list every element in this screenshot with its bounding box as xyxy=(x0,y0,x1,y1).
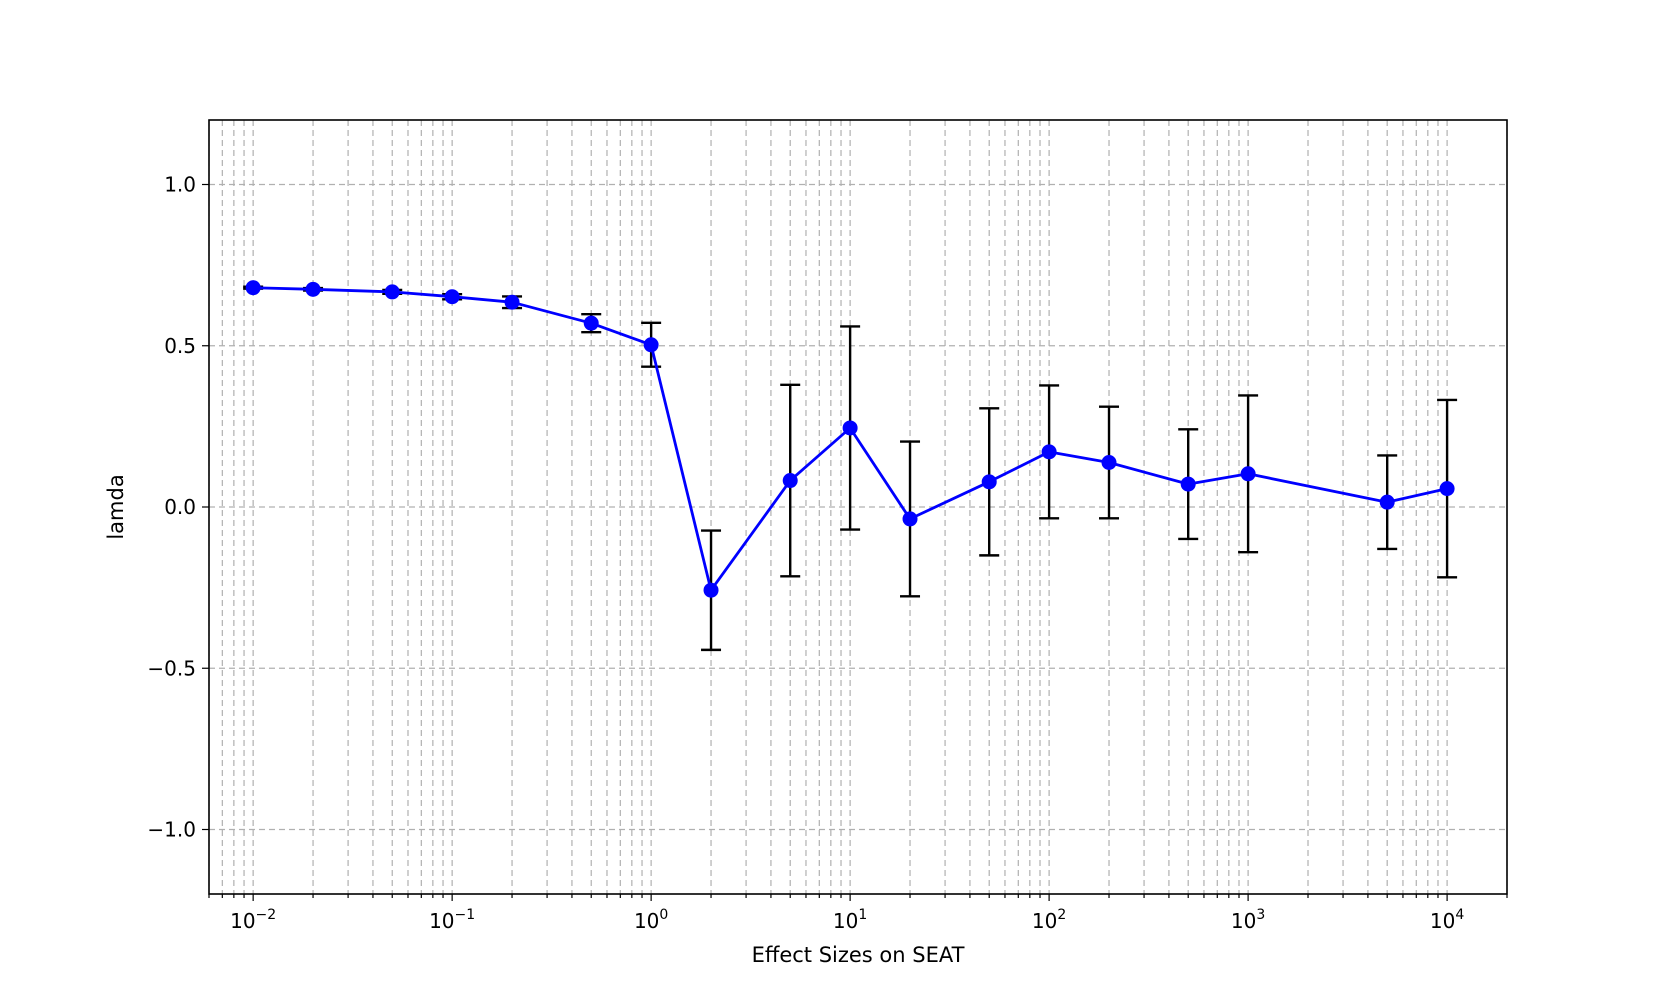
data-point xyxy=(1180,476,1196,492)
data-line xyxy=(253,286,1448,592)
y-axis-label: lamda xyxy=(104,474,128,539)
data-point xyxy=(842,420,858,436)
x-tick-label: 103 xyxy=(1231,907,1265,933)
data-point xyxy=(703,582,719,598)
x-tick-label: 100 xyxy=(634,907,668,933)
x-tick-label: 101 xyxy=(833,907,867,933)
data-point xyxy=(1439,481,1455,497)
y-tick-label: 0.0 xyxy=(164,495,196,519)
x-axis-label: Effect Sizes on SEAT xyxy=(752,943,965,967)
x-tick-label-base: 10 xyxy=(634,909,659,933)
x-tick-label-base: 10 xyxy=(429,909,454,933)
data-point xyxy=(245,280,261,296)
x-tick-label-exponent: 2 xyxy=(1057,907,1066,923)
x-tick-label: 102 xyxy=(1032,907,1066,933)
y-tick-label: 1.0 xyxy=(164,173,196,197)
x-tick-label-base: 10 xyxy=(1430,909,1455,933)
grid-lines xyxy=(208,120,1508,894)
x-tick-label: 104 xyxy=(1430,907,1464,933)
data-point xyxy=(902,511,918,527)
y-tick-label: −1.0 xyxy=(147,818,196,842)
data-point xyxy=(981,474,997,490)
data-point xyxy=(444,289,460,305)
y-tick-label: −0.5 xyxy=(147,656,196,680)
x-axis-ticks: 10−2 10−1 100 101 102 103 104 xyxy=(208,894,1508,933)
data-point xyxy=(1379,494,1395,510)
x-tick-label-exponent: 3 xyxy=(1256,907,1265,923)
data-point xyxy=(384,284,400,300)
data-point xyxy=(782,473,798,489)
data-points xyxy=(245,280,1455,598)
x-tick-label: 10−2 xyxy=(230,907,276,933)
y-axis-ticks: 1.0 0.5 0.0 −0.5 −1.0 xyxy=(147,173,209,842)
x-tick-label-exponent: −2 xyxy=(256,907,277,923)
data-point xyxy=(643,337,659,353)
data-point xyxy=(1240,466,1256,482)
x-tick-label-exponent: 0 xyxy=(659,907,668,923)
x-tick-label-exponent: 1 xyxy=(858,907,867,923)
y-tick-label: 0.5 xyxy=(164,334,196,358)
data-point xyxy=(305,281,321,297)
x-tick-label-base: 10 xyxy=(230,909,255,933)
data-point xyxy=(583,315,599,331)
x-tick-label-base: 10 xyxy=(833,909,858,933)
data-point xyxy=(1041,444,1057,460)
data-point xyxy=(504,294,520,310)
x-tick-label-base: 10 xyxy=(1032,909,1057,933)
x-tick-label-base: 10 xyxy=(1231,909,1256,933)
data-point xyxy=(1101,454,1117,470)
x-tick-label-exponent: −1 xyxy=(455,907,476,923)
x-tick-label: 10−1 xyxy=(429,907,475,933)
series-line xyxy=(253,286,1448,592)
x-tick-label-exponent: 4 xyxy=(1455,907,1464,923)
